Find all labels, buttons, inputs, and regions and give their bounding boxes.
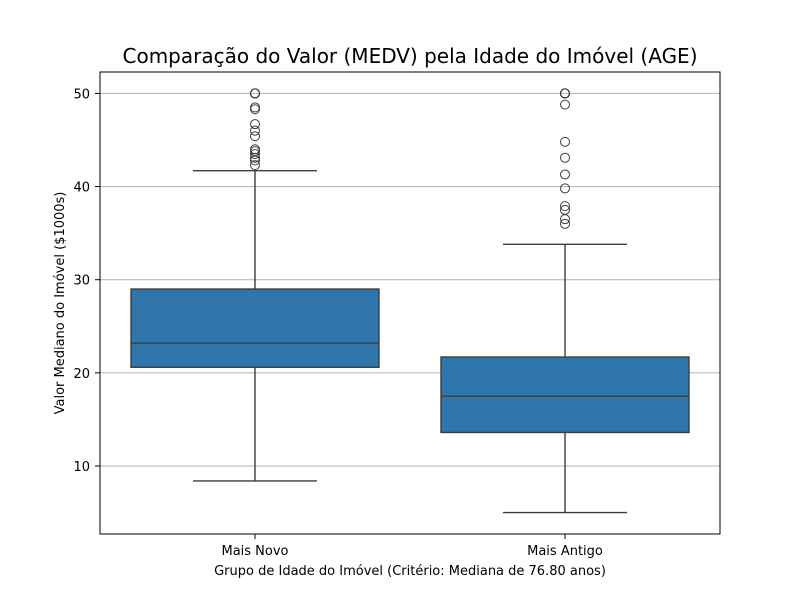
- outlier-point: [250, 148, 260, 159]
- y-tick-label: 40: [73, 181, 90, 196]
- outlier-point: [250, 125, 260, 136]
- y-axis-label: Valor Mediano do Imóvel ($1000s): [53, 192, 68, 415]
- outlier-point: [250, 152, 260, 163]
- y-tick-label: 30: [73, 274, 90, 289]
- outlier-point: [250, 88, 260, 99]
- outlier-point: [560, 169, 570, 180]
- x-tick-label: Mais Novo: [221, 544, 288, 559]
- plot-frame: [99, 71, 721, 535]
- outlier-point: [250, 102, 260, 113]
- outlier-point: [250, 160, 260, 171]
- outlier-point: [560, 152, 570, 163]
- y-tick-label: 10: [73, 460, 90, 475]
- x-tick-label: Mais Antigo: [527, 544, 603, 559]
- y-tick-label: 50: [73, 87, 90, 102]
- outlier-point: [560, 88, 570, 99]
- outlier-point: [250, 131, 260, 142]
- y-tick-label: 20: [73, 367, 90, 382]
- outlier-point: [560, 136, 570, 147]
- x-axis-label: Grupo de Idade do Imóvel (Critério: Medi…: [214, 564, 606, 579]
- outlier-point: [250, 104, 260, 115]
- iqr-box: [440, 356, 690, 434]
- iqr-box: [130, 288, 380, 368]
- outlier-point: [250, 119, 260, 130]
- outlier-point: [560, 218, 570, 229]
- chart-title: Comparação do Valor (MEDV) pela Idade do…: [123, 44, 698, 68]
- x-axis-ticks: Mais Novo Mais Antigo: [221, 534, 603, 559]
- outlier-point: [250, 144, 260, 155]
- outlier-point: [560, 99, 570, 110]
- outlier-point: [560, 204, 570, 215]
- outlier-point: [560, 201, 570, 212]
- y-axis-ticks: 10 20 30 40 50: [73, 87, 100, 475]
- boxplot-series: [130, 88, 690, 514]
- outlier-point: [560, 183, 570, 194]
